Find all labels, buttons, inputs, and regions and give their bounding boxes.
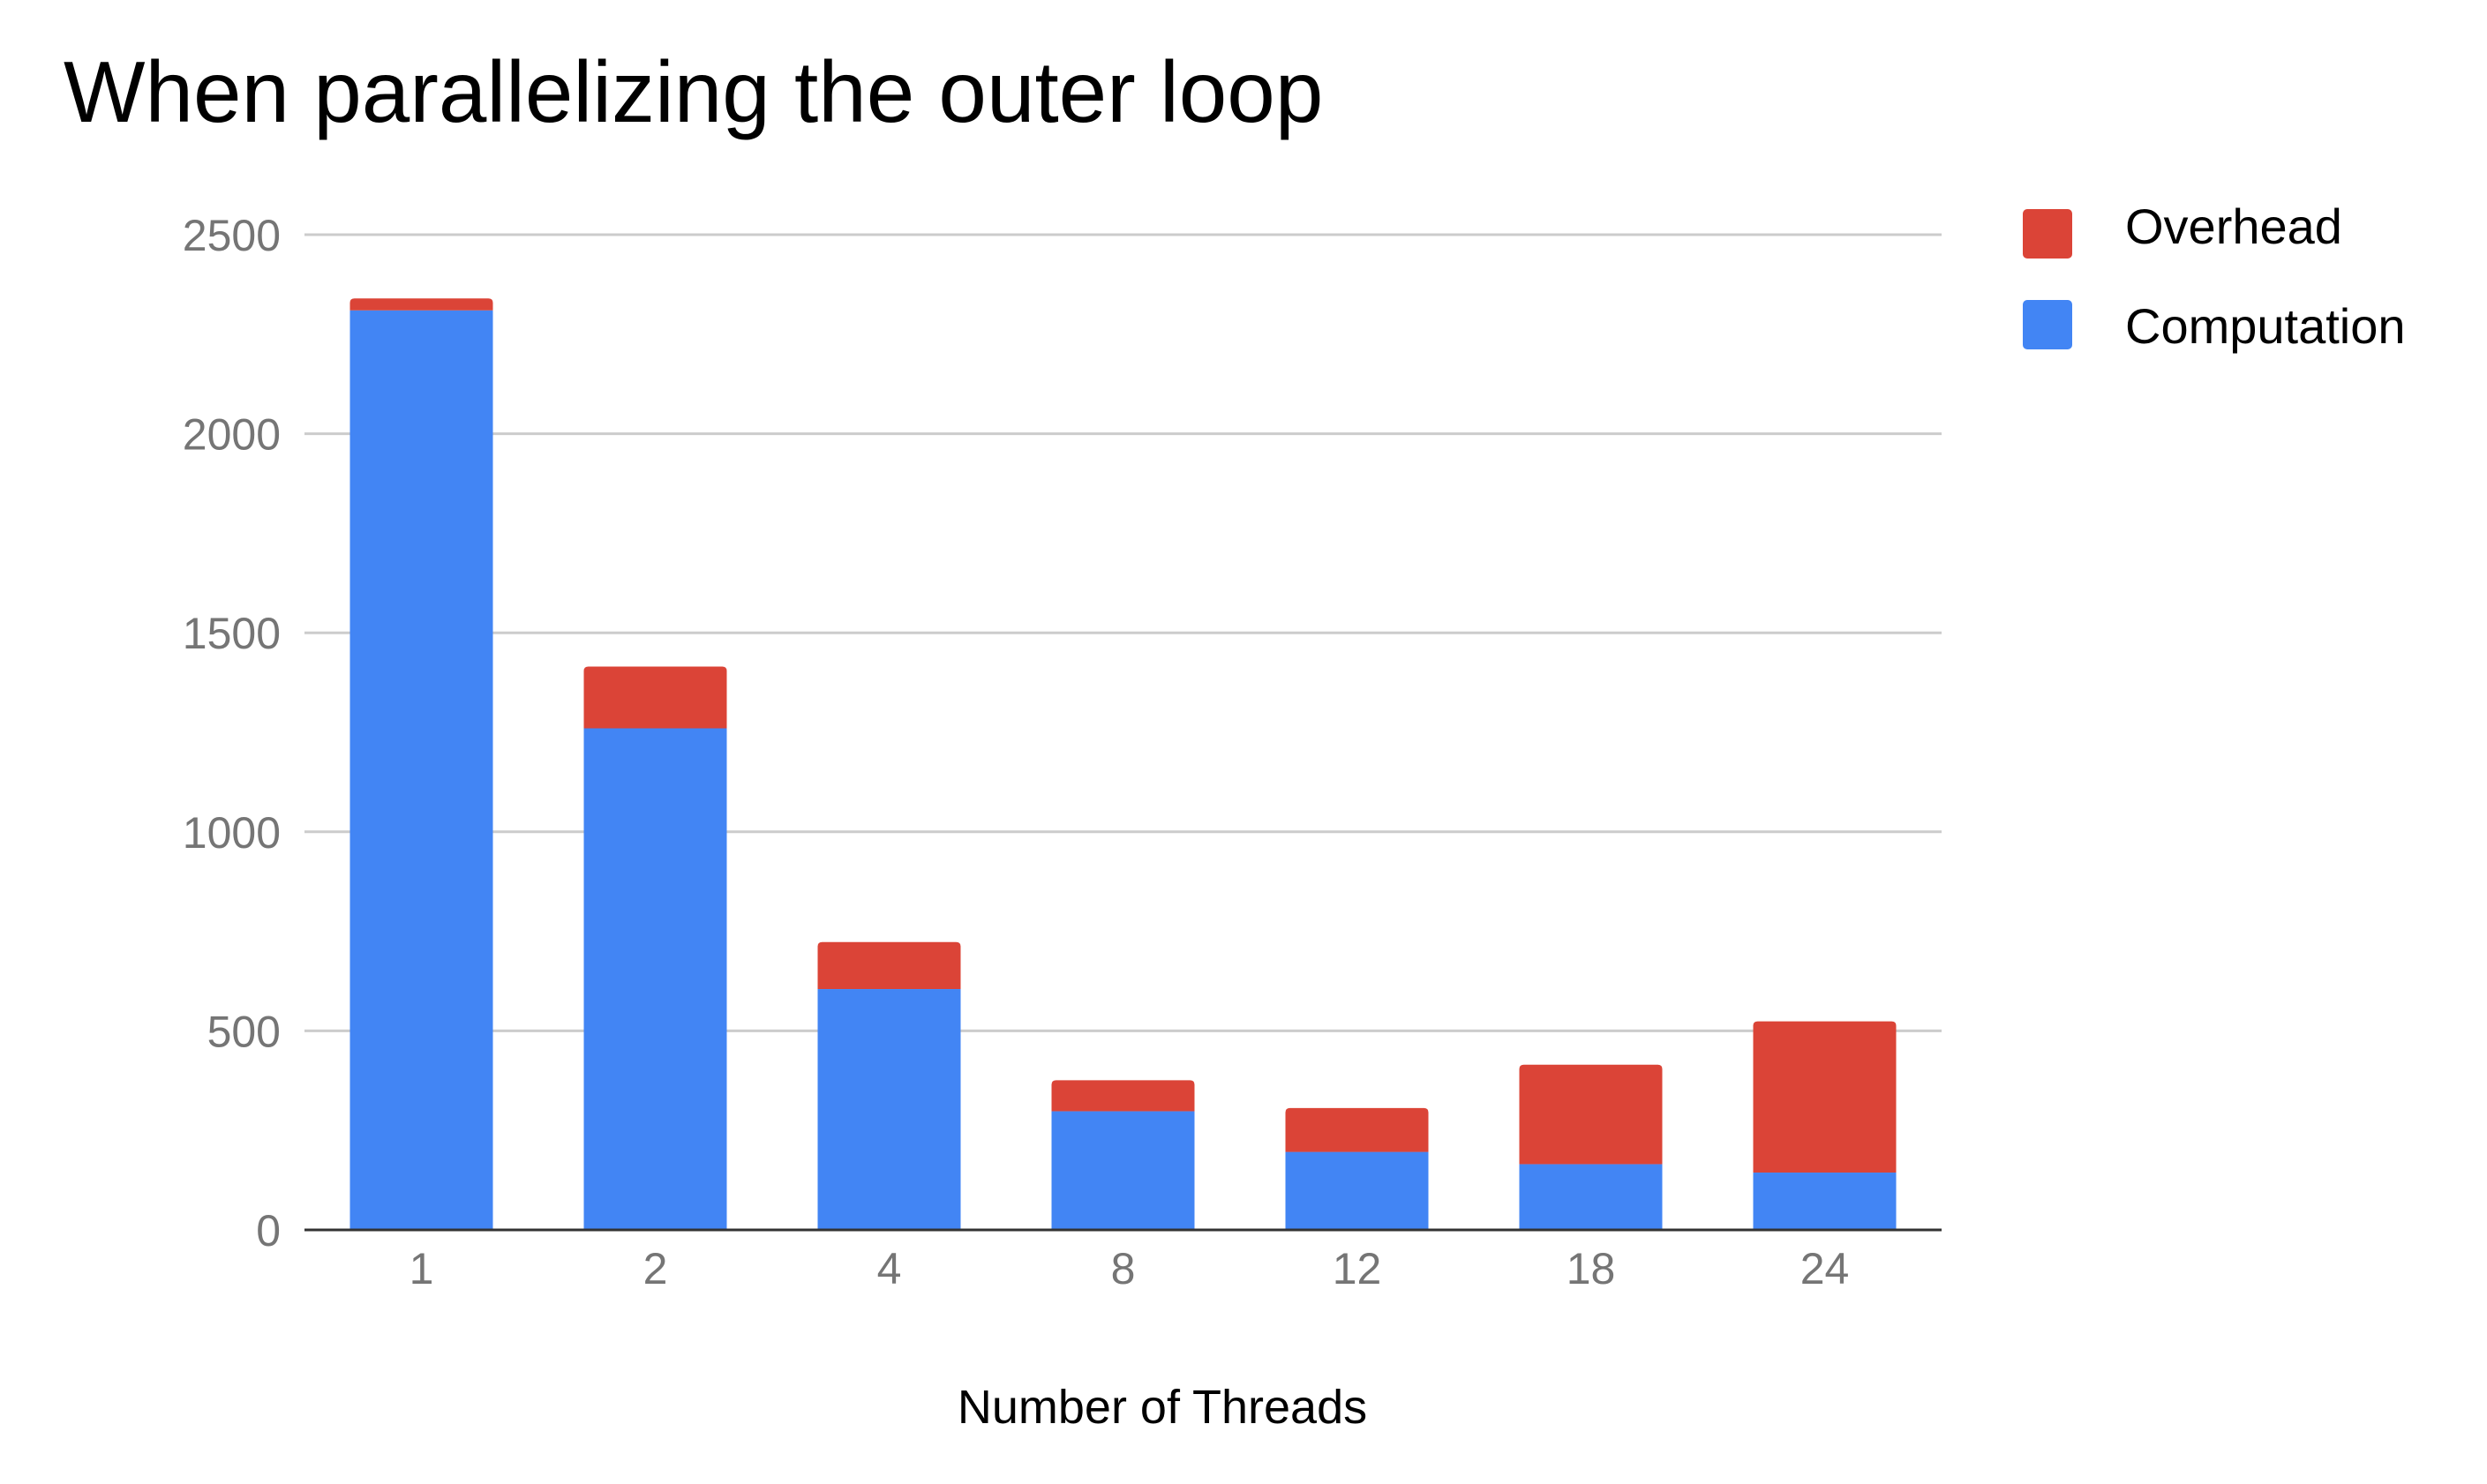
bar-overhead-18[interactable] bbox=[1519, 1064, 1663, 1165]
x-tick-label: 4 bbox=[877, 1244, 902, 1293]
bars bbox=[349, 298, 1897, 1230]
bar-overhead-4[interactable] bbox=[817, 941, 961, 990]
y-tick-label: 2500 bbox=[183, 211, 281, 260]
x-tick-label: 18 bbox=[1567, 1244, 1616, 1293]
bar-computation-12[interactable] bbox=[1285, 1151, 1429, 1230]
bar-computation-1[interactable] bbox=[349, 310, 493, 1230]
y-axis-ticks: 0 500 1000 1500 2000 2500 bbox=[183, 211, 281, 1255]
x-tick-label: 2 bbox=[643, 1244, 668, 1293]
y-tick-label: 1500 bbox=[183, 609, 281, 658]
bar-overhead-1[interactable] bbox=[349, 298, 493, 311]
legend-label-overhead: Overhead bbox=[2125, 199, 2342, 254]
x-tick-label: 1 bbox=[409, 1244, 434, 1293]
bar-overhead-24[interactable] bbox=[1753, 1021, 1897, 1173]
x-axis-ticks: 1 2 4 8 12 18 24 bbox=[409, 1244, 1850, 1293]
y-tick-label: 0 bbox=[256, 1206, 281, 1255]
legend-item-overhead[interactable]: Overhead bbox=[2023, 199, 2342, 259]
y-tick-label: 2000 bbox=[183, 410, 281, 460]
legend-swatch-computation bbox=[2023, 300, 2072, 349]
legend-label-computation: Computation bbox=[2125, 298, 2406, 354]
chart-title: When parallelizing the outer loop bbox=[64, 43, 1323, 140]
bar-computation-8[interactable] bbox=[1051, 1111, 1195, 1230]
grid-lines bbox=[304, 233, 1942, 1032]
x-axis-title: Number of Threads bbox=[958, 1381, 1367, 1434]
bar-overhead-2[interactable] bbox=[583, 666, 727, 729]
bar-computation-4[interactable] bbox=[817, 989, 961, 1230]
bar-computation-18[interactable] bbox=[1519, 1164, 1663, 1230]
y-tick-label: 500 bbox=[207, 1007, 281, 1056]
legend: Overhead Computation bbox=[2023, 199, 2406, 354]
bar-overhead-8[interactable] bbox=[1051, 1080, 1195, 1112]
legend-swatch-overhead bbox=[2023, 209, 2072, 259]
x-tick-label: 24 bbox=[1800, 1244, 1850, 1293]
bar-computation-24[interactable] bbox=[1753, 1173, 1897, 1230]
x-tick-label: 12 bbox=[1333, 1244, 1382, 1293]
bar-overhead-12[interactable] bbox=[1285, 1107, 1429, 1152]
legend-item-computation[interactable]: Computation bbox=[2023, 298, 2406, 354]
y-tick-label: 1000 bbox=[183, 808, 281, 858]
bar-computation-2[interactable] bbox=[583, 728, 727, 1230]
x-tick-label: 8 bbox=[1111, 1244, 1136, 1293]
